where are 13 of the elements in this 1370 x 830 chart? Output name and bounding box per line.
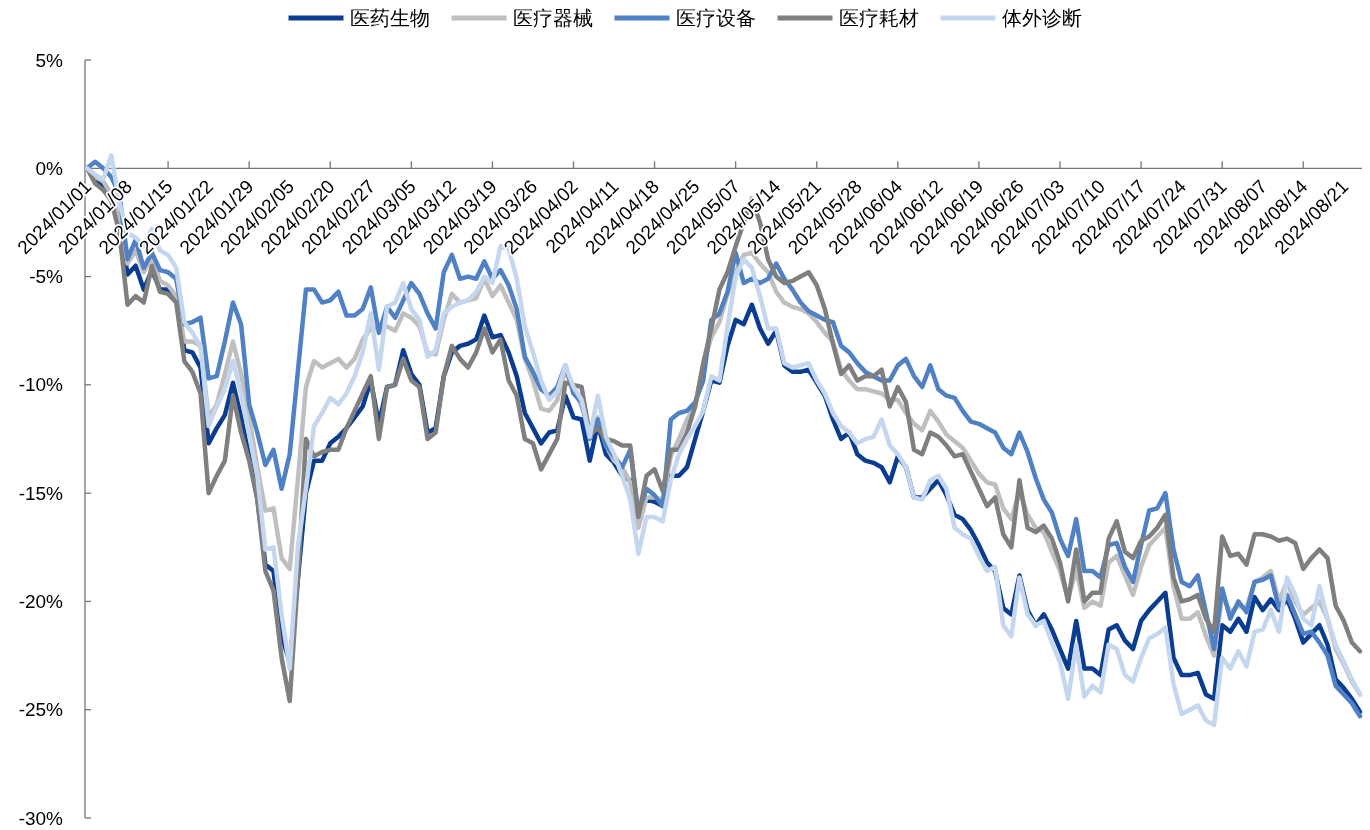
y-tick-label: 5% bbox=[35, 49, 64, 71]
y-tick-label: -20% bbox=[18, 590, 64, 612]
y-tick-label: 0% bbox=[35, 157, 64, 179]
legend-label: 医疗设备 bbox=[675, 7, 756, 29]
legend-label: 医药生物 bbox=[349, 7, 430, 29]
y-tick-label: -25% bbox=[18, 699, 64, 721]
legend-label: 医疗器械 bbox=[512, 7, 593, 29]
y-tick-label: -10% bbox=[18, 374, 64, 396]
y-tick-label: -5% bbox=[29, 266, 64, 288]
y-tick-label: -30% bbox=[18, 807, 64, 829]
legend-label: 体外诊断 bbox=[1001, 7, 1082, 29]
y-tick-label: -15% bbox=[18, 482, 64, 504]
legend-label: 医疗耗材 bbox=[838, 7, 919, 29]
